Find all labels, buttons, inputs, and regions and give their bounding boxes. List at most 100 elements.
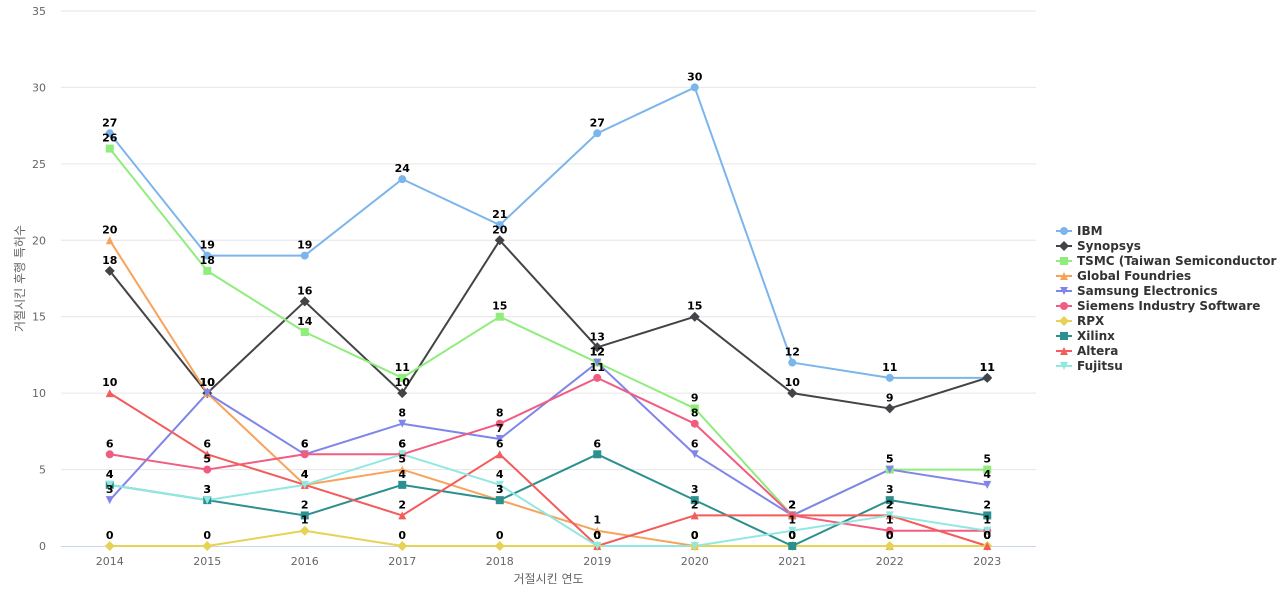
data-label: 0 bbox=[593, 529, 601, 542]
data-label: 11 bbox=[882, 361, 897, 374]
data-point bbox=[495, 450, 504, 459]
data-label: 1 bbox=[788, 514, 796, 527]
data-point bbox=[788, 542, 797, 550]
data-label: 21 bbox=[492, 208, 507, 221]
data-label: 5 bbox=[886, 453, 894, 466]
legend-item[interactable]: Fujitsu bbox=[1056, 359, 1123, 373]
data-point bbox=[203, 465, 212, 474]
data-label: 4 bbox=[301, 468, 309, 481]
data-label: 12 bbox=[590, 346, 605, 359]
legend-item[interactable]: Samsung Electronics bbox=[1056, 284, 1218, 298]
data-point bbox=[495, 496, 504, 505]
data-label: 2 bbox=[983, 498, 991, 511]
series-line bbox=[108, 147, 988, 517]
legend-label: Fujitsu bbox=[1077, 359, 1123, 373]
data-point bbox=[105, 144, 114, 153]
data-label: 3 bbox=[496, 483, 504, 496]
data-label: 5 bbox=[983, 453, 991, 466]
data-label: 14 bbox=[297, 315, 313, 328]
data-label: 4 bbox=[106, 468, 114, 481]
data-point bbox=[203, 389, 212, 398]
data-label: 11 bbox=[590, 361, 605, 374]
data-point bbox=[300, 511, 309, 520]
data-label: 8 bbox=[496, 407, 504, 420]
data-label: 15 bbox=[687, 300, 702, 313]
data-point bbox=[788, 358, 797, 367]
legend-item[interactable]: Synopsys bbox=[1056, 239, 1141, 253]
data-label: 8 bbox=[691, 407, 699, 420]
data-point bbox=[982, 372, 993, 383]
data-point bbox=[787, 388, 798, 399]
data-point bbox=[495, 480, 504, 489]
data-label: 0 bbox=[983, 529, 991, 542]
data-point bbox=[105, 480, 114, 489]
legend-item[interactable]: Altera bbox=[1056, 344, 1118, 358]
data-label: 6 bbox=[398, 437, 406, 450]
data-point bbox=[398, 465, 407, 474]
data-label: 7 bbox=[496, 422, 504, 435]
data-point bbox=[494, 235, 505, 246]
data-point bbox=[690, 511, 699, 520]
legend-label: Global Foundries bbox=[1077, 269, 1191, 283]
legend-item[interactable]: IBM bbox=[1056, 224, 1103, 238]
data-label: 0 bbox=[691, 529, 699, 542]
legend-item[interactable]: Global Foundries bbox=[1056, 269, 1191, 283]
data-label: 3 bbox=[203, 483, 211, 496]
data-point bbox=[300, 480, 309, 489]
data-label: 6 bbox=[593, 437, 601, 450]
data-point bbox=[593, 526, 602, 535]
legend-item[interactable]: RPX bbox=[1056, 314, 1105, 328]
data-point bbox=[593, 450, 602, 459]
legend-marker bbox=[1060, 272, 1068, 280]
data-label: 0 bbox=[691, 529, 699, 542]
y-tick-label: 0 bbox=[39, 540, 46, 553]
data-point bbox=[983, 480, 992, 489]
data-point bbox=[398, 373, 407, 382]
series-line bbox=[109, 453, 988, 547]
data-point bbox=[495, 221, 504, 229]
data-point bbox=[495, 435, 504, 443]
data-point bbox=[495, 419, 504, 428]
data-label: 5 bbox=[398, 453, 406, 466]
data-label: 19 bbox=[200, 239, 215, 252]
y-axis-title: 거절시킨 후행 특허수 bbox=[12, 225, 27, 332]
legend-item[interactable]: Xilinx bbox=[1056, 329, 1115, 343]
series-line bbox=[109, 376, 988, 532]
data-label: 0 bbox=[398, 529, 406, 542]
data-label: 6 bbox=[203, 437, 211, 450]
data-point bbox=[202, 541, 213, 551]
data-point bbox=[105, 450, 114, 459]
data-label: 2 bbox=[788, 498, 796, 511]
data-label: 18 bbox=[102, 254, 117, 267]
x-tick-label: 2015 bbox=[193, 555, 221, 568]
data-point bbox=[105, 389, 114, 398]
y-tick-label: 15 bbox=[32, 311, 46, 324]
data-label: 2 bbox=[398, 498, 406, 511]
data-point bbox=[885, 465, 894, 474]
data-label: 20 bbox=[492, 223, 508, 236]
data-label: 2 bbox=[788, 498, 796, 511]
data-label: 4 bbox=[496, 468, 504, 481]
data-point bbox=[983, 526, 992, 535]
data-label: 4 bbox=[301, 468, 309, 481]
data-label: 4 bbox=[106, 468, 114, 481]
data-point bbox=[592, 342, 603, 353]
data-point bbox=[397, 541, 408, 551]
data-point bbox=[983, 465, 992, 474]
data-label: 0 bbox=[983, 529, 991, 542]
data-label: 0 bbox=[496, 529, 504, 542]
data-label: 6 bbox=[398, 437, 406, 450]
legend-item[interactable]: TSMC (Taiwan Semiconductor ... bbox=[1056, 254, 1280, 268]
series-line bbox=[108, 239, 988, 410]
y-tick-label: 20 bbox=[32, 234, 46, 247]
data-point bbox=[299, 296, 310, 307]
data-point bbox=[593, 129, 602, 138]
data-point bbox=[398, 175, 407, 184]
data-label: 0 bbox=[886, 529, 894, 542]
data-label: 12 bbox=[590, 346, 605, 359]
y-axis-ticks: 0 5 10 15 20 25 30 35 bbox=[32, 5, 46, 553]
data-label: 4 bbox=[398, 468, 406, 481]
legend-item[interactable]: Siemens Industry Software bbox=[1056, 299, 1260, 313]
data-point bbox=[105, 129, 114, 138]
